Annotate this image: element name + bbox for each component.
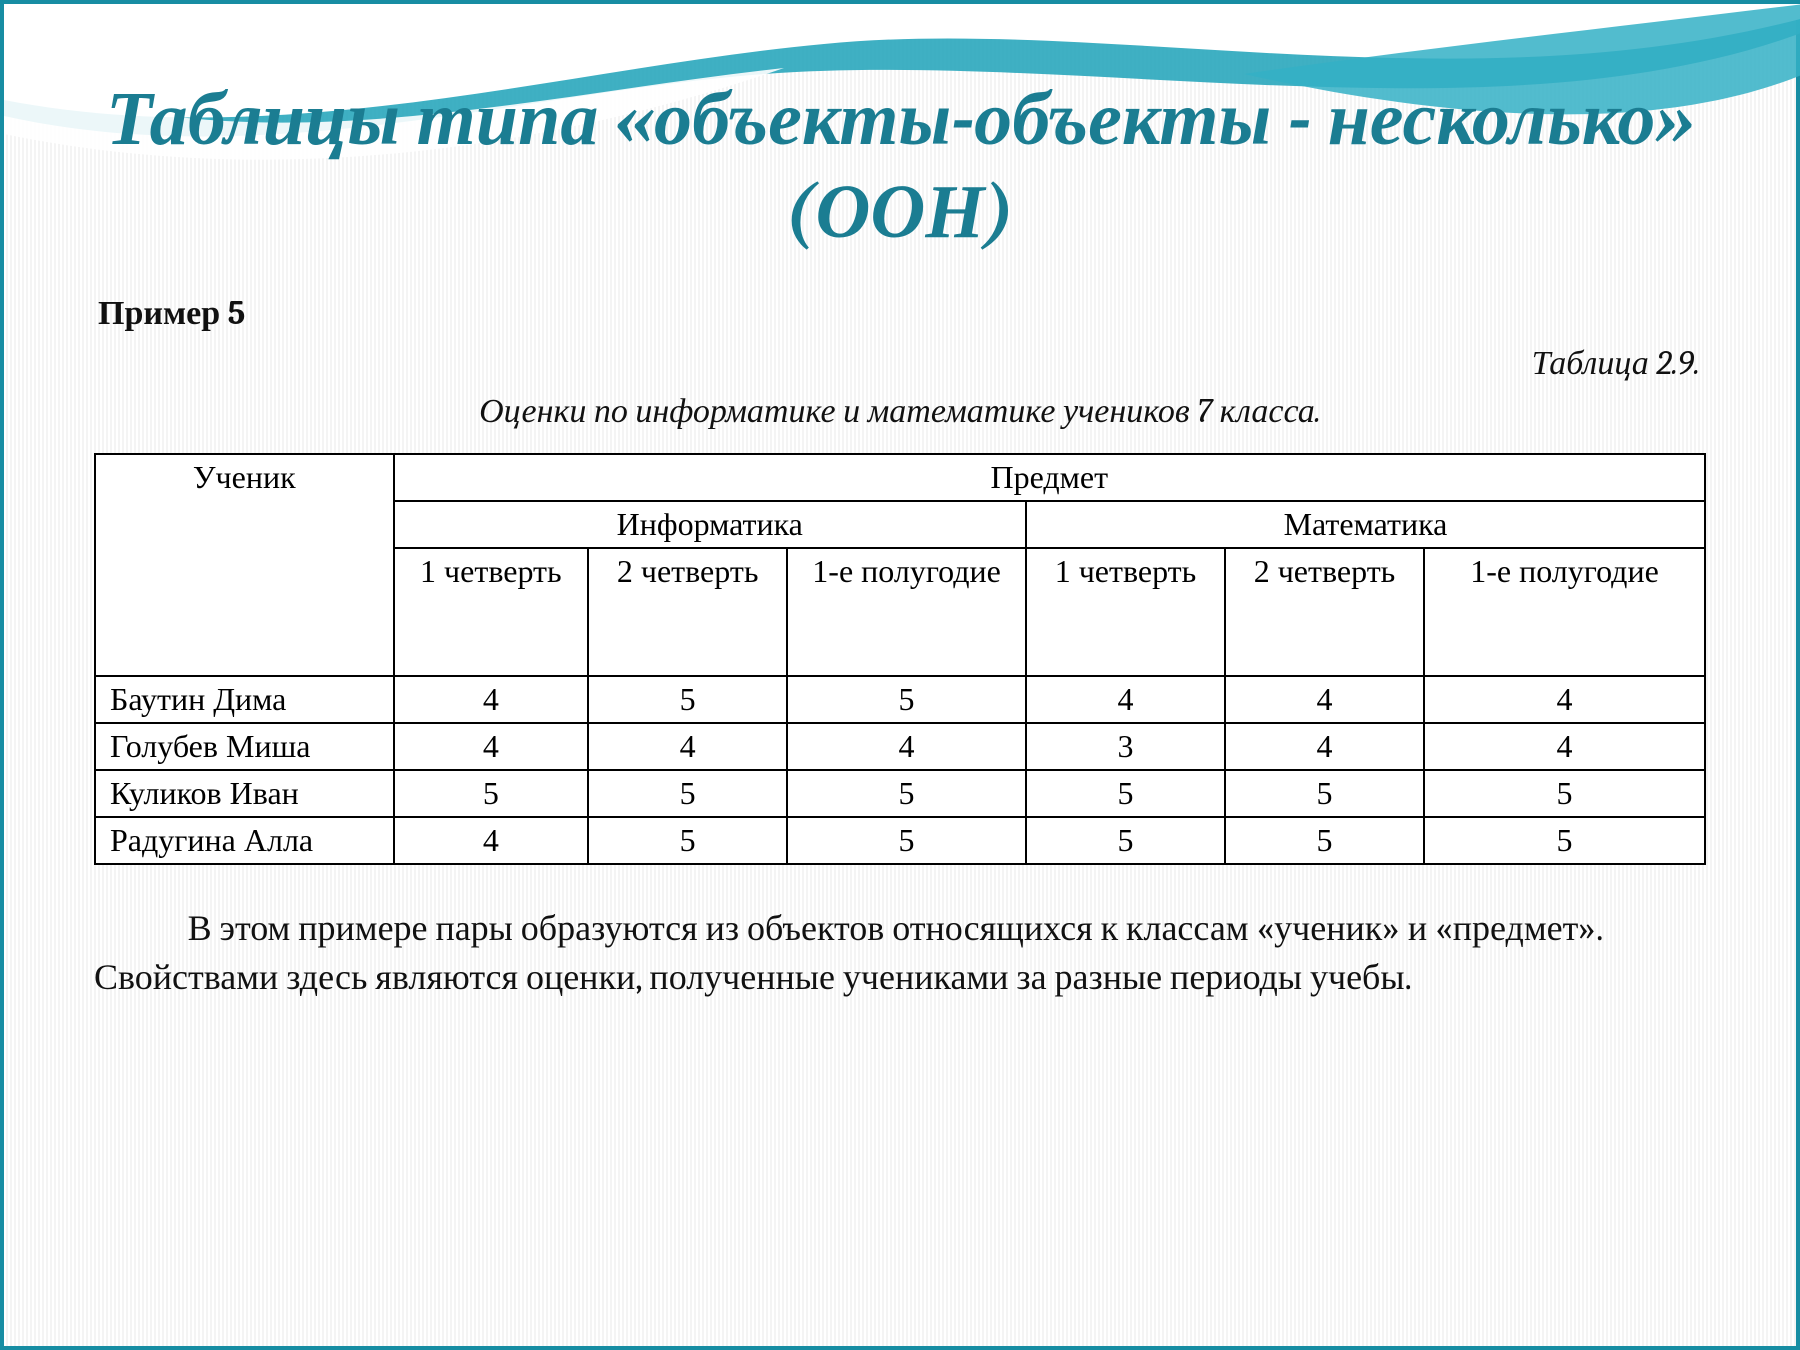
cell: 4 xyxy=(1424,676,1705,723)
table-header-row-1: Ученик Предмет xyxy=(95,454,1705,501)
example-label: Пример 5 xyxy=(98,293,1706,333)
col-header-student: Ученик xyxy=(95,454,394,676)
content-area: Таблицы типа «объекты-объекты - нескольк… xyxy=(94,74,1706,1286)
slide-title: Таблицы типа «объекты-объекты - нескольк… xyxy=(94,74,1706,259)
slide: Таблицы типа «объекты-объекты - нескольк… xyxy=(0,0,1800,1350)
cell: 5 xyxy=(787,817,1026,864)
table-number: Таблица 2.9. xyxy=(94,343,1700,383)
student-name: Голубев Миша xyxy=(95,723,394,770)
cell: 4 xyxy=(1026,676,1225,723)
student-name: Баутин Дима xyxy=(95,676,394,723)
cell: 4 xyxy=(394,676,589,723)
cell: 4 xyxy=(394,723,589,770)
cell: 4 xyxy=(394,817,589,864)
subject-1: Математика xyxy=(1026,501,1705,548)
student-name: Куликов Иван xyxy=(95,770,394,817)
explanation-text: В этом примере пары образуются из объект… xyxy=(94,905,1706,1002)
cell: 4 xyxy=(588,723,787,770)
col-header-subject: Предмет xyxy=(394,454,1705,501)
cell: 4 xyxy=(1225,676,1424,723)
grades-table: Ученик Предмет Информатика Математика 1 … xyxy=(94,453,1706,865)
cell: 4 xyxy=(787,723,1026,770)
cell: 5 xyxy=(1026,817,1225,864)
period-1: 2 четверть xyxy=(588,548,787,676)
period-5: 1-е полугодие xyxy=(1424,548,1705,676)
cell: 3 xyxy=(1026,723,1225,770)
table-row: Радугина Алла 4 5 5 5 5 5 xyxy=(95,817,1705,864)
table-row: Голубев Миша 4 4 4 3 4 4 xyxy=(95,723,1705,770)
cell: 5 xyxy=(1424,770,1705,817)
table-body: Баутин Дима 4 5 5 4 4 4 Голубев Миша 4 4… xyxy=(95,676,1705,864)
cell: 5 xyxy=(1225,817,1424,864)
table-row: Куликов Иван 5 5 5 5 5 5 xyxy=(95,770,1705,817)
cell: 5 xyxy=(394,770,589,817)
cell: 5 xyxy=(588,770,787,817)
cell: 5 xyxy=(588,817,787,864)
cell: 5 xyxy=(787,676,1026,723)
cell: 4 xyxy=(1424,723,1705,770)
cell: 5 xyxy=(787,770,1026,817)
cell: 5 xyxy=(588,676,787,723)
cell: 5 xyxy=(1225,770,1424,817)
subject-0: Информатика xyxy=(394,501,1026,548)
period-3: 1 четверть xyxy=(1026,548,1225,676)
cell: 5 xyxy=(1026,770,1225,817)
period-0: 1 четверть xyxy=(394,548,589,676)
student-name: Радугина Алла xyxy=(95,817,394,864)
period-4: 2 четверть xyxy=(1225,548,1424,676)
table-caption: Оценки по информатике и математике учени… xyxy=(94,391,1706,431)
table-row: Баутин Дима 4 5 5 4 4 4 xyxy=(95,676,1705,723)
cell: 5 xyxy=(1424,817,1705,864)
cell: 4 xyxy=(1225,723,1424,770)
period-2: 1-е полугодие xyxy=(787,548,1026,676)
